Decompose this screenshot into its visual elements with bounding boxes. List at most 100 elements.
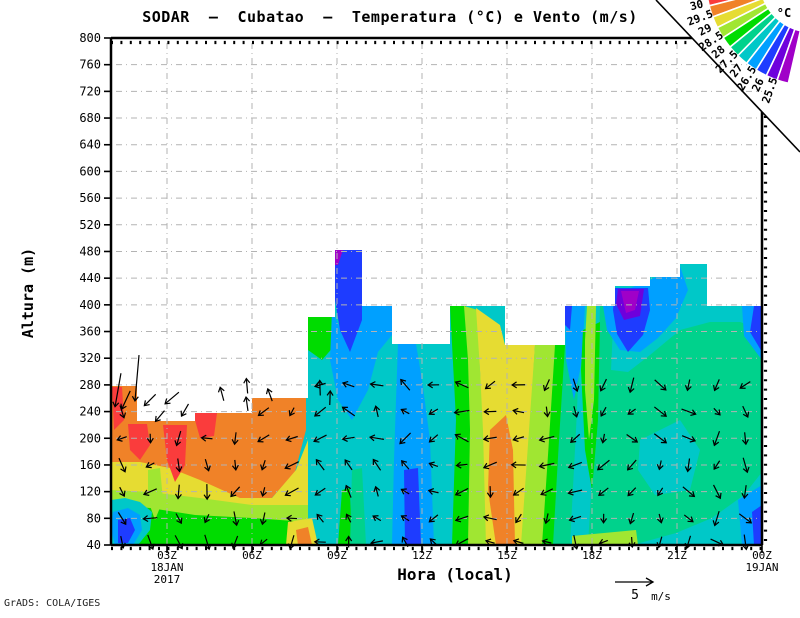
wind-arrow <box>112 373 122 408</box>
wind-arrow <box>596 459 610 471</box>
y-tick-label: 480 <box>79 244 101 258</box>
date-label-start: 18JAN <box>150 561 183 574</box>
wind-arrow <box>119 405 127 419</box>
wind-arrow <box>154 410 165 423</box>
wind-arrow <box>118 457 127 473</box>
legend-boundary-label: 28 <box>709 43 727 61</box>
wind-arrow <box>259 538 268 546</box>
wind-arrow <box>230 486 241 498</box>
wind-arrow <box>682 486 696 498</box>
wind-arrow <box>370 538 383 546</box>
wind-arrow <box>316 513 324 523</box>
wind-arrow <box>285 435 298 443</box>
wind-arrow <box>284 487 299 497</box>
x-axis-label: Hora (local) <box>397 565 513 584</box>
wind-arrow <box>260 460 267 471</box>
wind-arrow <box>656 513 664 524</box>
grads-credit: GrADS: COLA/IGES <box>4 598 101 609</box>
wind-arrow <box>572 406 580 418</box>
wind-arrow <box>484 380 496 390</box>
wind-arrow <box>400 378 411 391</box>
wind-arrow <box>316 379 324 396</box>
wind-arrow <box>657 487 664 497</box>
y-tick-label: 800 <box>79 31 101 45</box>
wind-arrow <box>373 485 381 497</box>
wind-arrow <box>427 381 440 389</box>
wind-arrow <box>738 513 753 524</box>
wind-arrow <box>710 538 725 547</box>
color-band <box>776 28 800 85</box>
wind-arrow <box>118 536 126 549</box>
wind-arrow <box>120 390 131 411</box>
wind-arrow <box>742 405 750 418</box>
wind-arrow <box>712 379 720 392</box>
legend-boundary-label: 29 <box>696 21 714 39</box>
wind-arrow <box>345 535 353 548</box>
wind-arrow <box>567 488 583 496</box>
wind-arrow <box>259 512 267 526</box>
wind-arrow <box>116 435 127 442</box>
wind-arrow <box>175 513 183 525</box>
y-tick-label: 760 <box>79 58 101 72</box>
wind-arrow <box>232 511 240 527</box>
wind-arrow <box>429 538 438 546</box>
wind-arrow <box>143 393 157 407</box>
wind-arrow <box>741 485 749 500</box>
wind-arrow <box>200 434 213 442</box>
wind-arrow <box>243 377 251 394</box>
wind-arrow <box>482 514 497 522</box>
wind-arrow <box>344 459 353 471</box>
wind-arrow <box>572 535 580 550</box>
wind-arrow <box>598 538 609 546</box>
x-tick-label: 09Z <box>327 549 347 562</box>
wind-arrow <box>482 435 497 443</box>
y-tick-label: 320 <box>79 351 101 365</box>
wind-arrow <box>428 434 439 443</box>
wind-arrow <box>174 484 182 500</box>
wind-arrow <box>600 406 607 417</box>
wind-arrow <box>145 461 155 469</box>
wind-arrow <box>453 408 470 416</box>
wind-arrow <box>483 408 497 416</box>
wind-arrow <box>713 460 721 471</box>
legend-unit-label: °C <box>777 6 791 20</box>
wind-arrow <box>427 488 439 495</box>
wind-arrow <box>174 430 182 447</box>
wind-arrow <box>344 484 352 498</box>
x-tick-label: 12Z <box>412 549 432 562</box>
x-tick-label: 18Z <box>582 549 602 562</box>
wind-arrow <box>511 381 526 389</box>
wind-arrow <box>541 538 552 546</box>
wind-arrow <box>681 408 697 417</box>
wind-arrow <box>654 379 667 391</box>
x-tick-label: 03Z <box>157 549 177 562</box>
wind-reference-unit: m/s <box>651 590 671 603</box>
wind-arrow <box>712 431 721 447</box>
year-label: 2017 <box>154 573 181 586</box>
wind-arrow <box>684 379 692 392</box>
wind-arrow <box>454 380 469 389</box>
wind-arrow <box>203 484 211 501</box>
wind-arrow <box>538 462 555 470</box>
wind-arrow <box>600 433 607 444</box>
wind-arrow <box>164 391 180 405</box>
wind-arrow <box>510 461 526 469</box>
wind-arrow <box>399 432 412 445</box>
wind-arrow <box>454 515 469 523</box>
wind-arrow <box>314 406 327 417</box>
chart-title: SODAR — Cubatao — Temperatura (°C) e Ven… <box>142 8 638 26</box>
wind-arrow <box>600 513 608 524</box>
wind-arrow <box>599 378 607 392</box>
wind-arrow <box>482 461 497 470</box>
y-tick-label: 440 <box>79 271 101 285</box>
wind-arrow <box>627 408 636 415</box>
y-tick-label: 120 <box>79 485 101 499</box>
y-tick-label: 600 <box>79 164 101 178</box>
y-tick-label: 520 <box>79 218 101 232</box>
y-tick-label: 80 <box>87 511 101 525</box>
wind-arrow <box>543 406 551 418</box>
date-label-end: 19JAN <box>745 561 778 574</box>
wind-arrow <box>543 513 551 525</box>
y-axis-label: Altura (m) <box>19 247 37 339</box>
wind-arrow <box>454 433 469 443</box>
